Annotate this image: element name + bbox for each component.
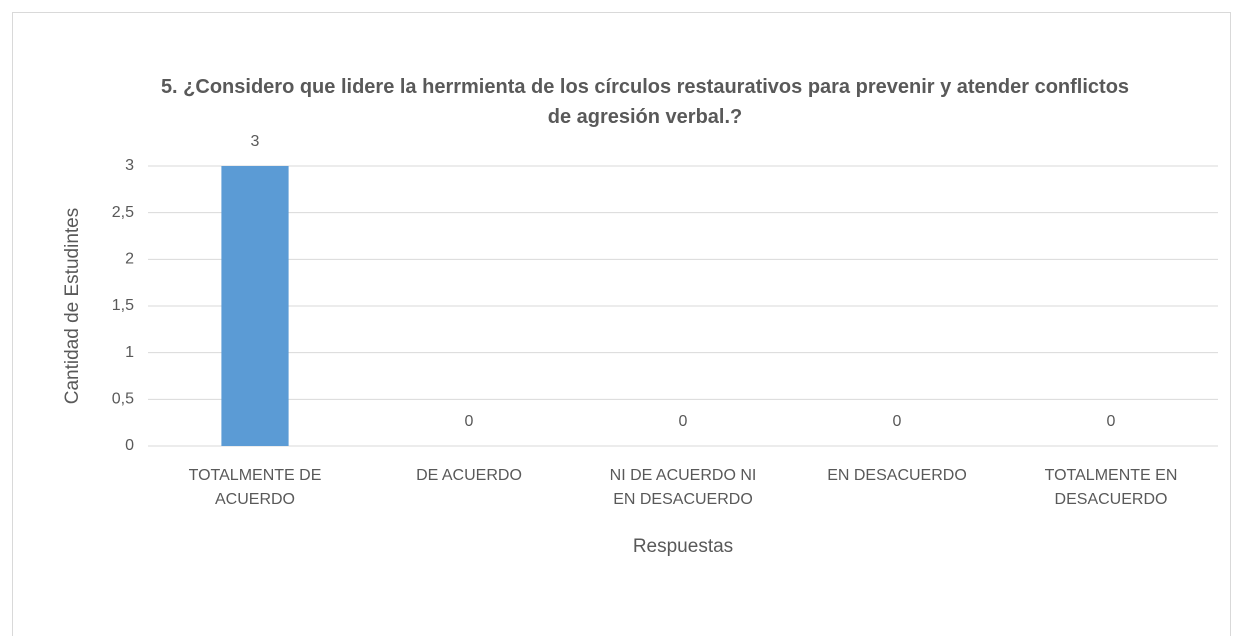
- x-axis-label: Respuestas: [632, 536, 734, 557]
- bar: [221, 166, 289, 446]
- x-tick-label: EN DESACUERDO: [827, 467, 967, 484]
- y-tick-label: 0,5: [112, 391, 134, 408]
- x-tick-label: DE ACUERDO: [416, 467, 522, 484]
- data-label: 0: [679, 413, 688, 430]
- y-tick-label: 0: [125, 437, 134, 454]
- y-tick-label: 1: [125, 344, 134, 361]
- y-tick-label: 2,5: [112, 204, 134, 221]
- y-axis-label: Cantidad de Estudintes: [62, 208, 83, 404]
- y-tick-label: 2: [125, 251, 134, 268]
- x-tick-label: TOTALMENTE EN DESACUERDO: [1044, 467, 1178, 508]
- data-label: 0: [465, 413, 474, 430]
- y-tick-label: 3: [125, 157, 134, 174]
- chart-border: [12, 12, 1231, 636]
- data-label: 3: [251, 133, 260, 150]
- y-tick-label: 1,5: [112, 297, 134, 314]
- chart-title: 5. ¿Considero que lidere la herrmienta d…: [160, 76, 1130, 128]
- data-label: 0: [893, 413, 902, 430]
- data-label: 0: [1107, 413, 1116, 430]
- x-tick-label: TOTALMENTE DE ACUERDO: [188, 467, 322, 508]
- x-tick-label: NI DE ACUERDO NI EN DESACUERDO: [609, 467, 757, 508]
